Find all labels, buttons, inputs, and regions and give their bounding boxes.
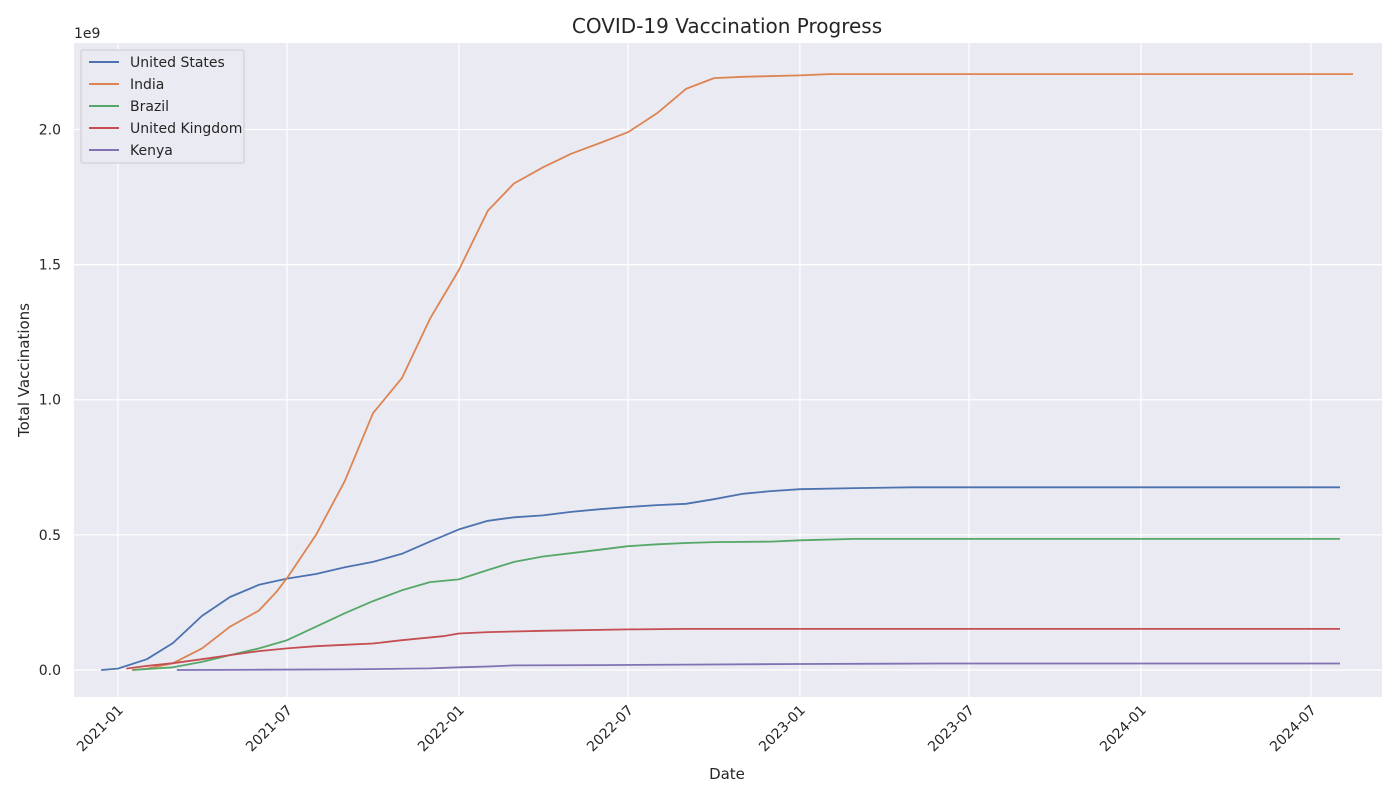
x-tick-label: 2022-07 — [584, 703, 637, 756]
legend-label: United States — [130, 55, 225, 71]
y-tick-label: 2.0 — [39, 122, 61, 138]
x-tick-label: 2022-01 — [415, 703, 468, 756]
y-axis-label: Total Vaccinations — [15, 303, 33, 438]
x-tick-label: 2024-07 — [1267, 703, 1320, 756]
plot-area — [74, 43, 1382, 697]
legend-label: India — [130, 77, 164, 93]
x-tick-labels: 2021-01 2021-07 2022-01 2022-07 2023-01 2023-… — [74, 703, 1320, 756]
legend: United States India Brazil United Kingdom Ke… — [80, 49, 245, 164]
chart-title: COVID-19 Vaccination Progress — [572, 14, 882, 38]
series-line-united-kingdom — [126, 628, 1340, 670]
legend-label: United Kingdom — [130, 121, 242, 137]
y-tick-label: 1.0 — [39, 393, 61, 409]
series-line-united-states — [101, 486, 1340, 671]
y-tick-labels: 0.0 0.5 1.0 1.5 2.0 — [39, 122, 61, 678]
y-tick-label: 1.5 — [39, 258, 61, 274]
y-offset-label: 1e9 — [74, 26, 100, 42]
series-line-brazil — [132, 538, 1340, 671]
y-tick-label: 0.0 — [39, 663, 61, 679]
x-tick-label: 2021-01 — [74, 703, 127, 756]
y-tick-label: 0.5 — [39, 528, 61, 544]
series-line-kenya — [176, 662, 1340, 671]
x-axis-label: Date — [709, 765, 745, 783]
x-tick-label: 2023-01 — [756, 703, 809, 756]
series-lines — [101, 73, 1353, 671]
legend-box — [80, 49, 245, 164]
x-tick-label: 2021-07 — [243, 703, 296, 756]
legend-label: Brazil — [130, 99, 169, 115]
legend-label: Kenya — [130, 143, 173, 159]
series-line-india — [131, 73, 1353, 671]
x-tick-label: 2023-07 — [925, 703, 978, 756]
x-tick-label: 2024-01 — [1097, 703, 1150, 756]
